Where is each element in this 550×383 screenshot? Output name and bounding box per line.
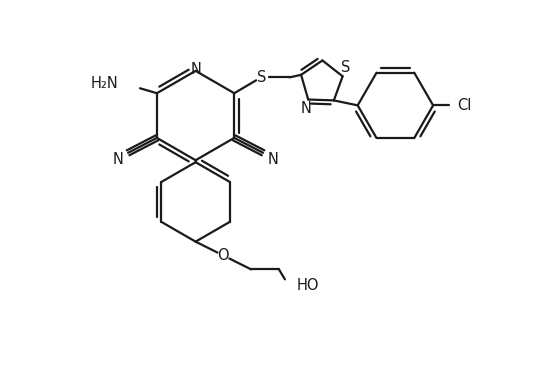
Text: N: N xyxy=(113,152,124,167)
Text: Cl: Cl xyxy=(457,98,471,113)
Text: S: S xyxy=(257,70,267,85)
Text: O: O xyxy=(218,248,229,263)
Text: S: S xyxy=(341,60,350,75)
Text: N: N xyxy=(267,152,278,167)
Text: H₂N: H₂N xyxy=(90,76,118,91)
Text: N: N xyxy=(190,62,201,77)
Text: HO: HO xyxy=(297,278,320,293)
Text: N: N xyxy=(301,101,312,116)
